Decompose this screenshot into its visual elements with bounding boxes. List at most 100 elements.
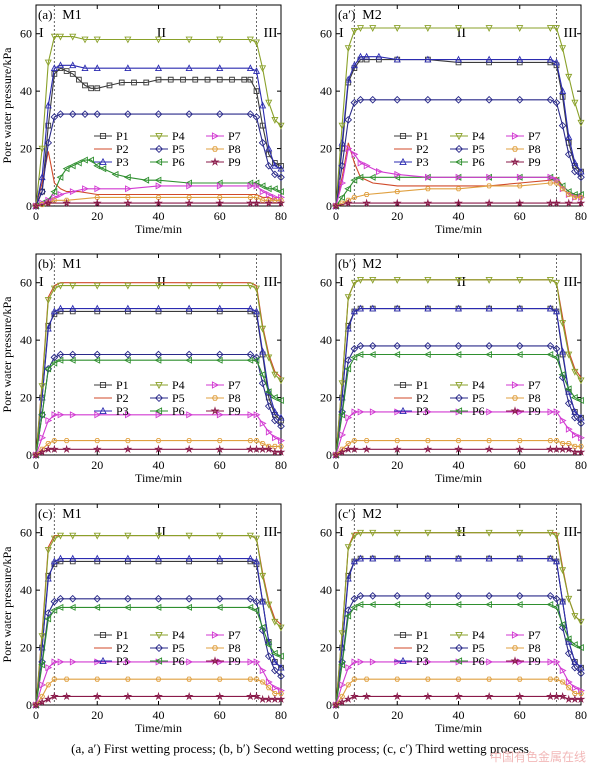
data-point: [216, 36, 224, 44]
data-point: [454, 198, 463, 207]
legend-label: P2: [416, 641, 429, 655]
legend-label: P8: [528, 391, 541, 405]
data-point: [264, 652, 273, 661]
data-point: [565, 595, 573, 603]
legend-label: P6: [172, 155, 185, 169]
legend-marker: [399, 631, 407, 639]
legend-marker: [399, 656, 407, 665]
y-tick-label: 0: [326, 199, 332, 213]
data-point: [277, 422, 285, 431]
data-point: [118, 79, 125, 86]
data-point: [56, 304, 65, 312]
series-line: [335, 695, 581, 706]
chart-panel-4: I II III(c) M10 20 40 60 800204060Time/minPore …: [0, 504, 287, 735]
data-point: [552, 691, 561, 701]
legend-marker: [155, 631, 163, 640]
data-point: [552, 58, 561, 66]
legend-marker: [511, 395, 519, 401]
data-point: [577, 396, 584, 404]
data-point: [69, 532, 77, 540]
data-point: [154, 176, 162, 184]
data-point: [154, 64, 163, 72]
data-point: [356, 95, 365, 104]
legend-label: P5: [472, 391, 485, 405]
series-line: [335, 182, 581, 207]
data-point: [215, 594, 224, 603]
data-point: [264, 161, 273, 170]
series-line: [335, 308, 582, 456]
data-point: [393, 95, 402, 104]
data-point: [215, 603, 223, 611]
data-point: [185, 64, 193, 72]
series-line: [35, 285, 282, 456]
legend-label: P8: [228, 142, 241, 156]
series-line: [35, 196, 281, 207]
legend-label: P1: [416, 628, 429, 642]
data-point: [356, 554, 365, 562]
data-point: [69, 658, 77, 666]
data-point: [577, 119, 585, 127]
stage-label-iii: III: [564, 275, 578, 290]
data-point: [246, 691, 255, 701]
data-point: [253, 411, 261, 419]
legend-marker: [454, 407, 463, 415]
data-point: [369, 529, 377, 537]
data-point: [93, 282, 101, 290]
data-point: [552, 603, 560, 611]
data-point: [546, 25, 554, 32]
model-label: M1: [62, 507, 81, 522]
x-tick-label: 40: [453, 458, 465, 472]
data-point: [57, 658, 65, 666]
data-point: [253, 194, 260, 200]
data-point: [131, 79, 137, 86]
data-point: [392, 198, 402, 207]
series-P3: [332, 52, 585, 209]
data-point: [68, 603, 76, 611]
data-point: [204, 76, 211, 83]
data-point: [577, 669, 585, 678]
data-point: [552, 557, 561, 565]
data-point: [357, 159, 365, 167]
data-point: [424, 676, 431, 682]
data-point: [186, 411, 194, 419]
stage-label-i: I: [339, 525, 344, 540]
data-point: [546, 529, 554, 537]
x-tick-label: 80: [275, 708, 287, 722]
data-point: [259, 440, 266, 447]
data-point: [253, 561, 260, 568]
data-point: [564, 694, 574, 703]
data-point: [552, 594, 561, 603]
data-point: [216, 532, 224, 540]
series-line: [35, 678, 281, 706]
data-point: [276, 198, 286, 207]
panel-label: (b): [38, 256, 53, 271]
data-point: [259, 122, 266, 129]
data-point: [424, 438, 431, 444]
data-point: [350, 691, 359, 701]
data-point: [44, 59, 52, 67]
data-point: [350, 279, 358, 287]
data-point: [252, 557, 261, 565]
data-point: [123, 691, 133, 701]
data-point: [454, 600, 462, 609]
data-point: [154, 594, 163, 603]
legend-marker: [211, 645, 219, 651]
legend-marker: [510, 406, 520, 415]
data-point: [393, 304, 401, 312]
data-point: [123, 444, 133, 453]
data-point: [246, 594, 255, 603]
data-point: [552, 98, 561, 107]
data-point: [124, 36, 132, 44]
data-point: [351, 194, 358, 200]
legend-label: P6: [472, 404, 485, 418]
data-point: [350, 557, 358, 565]
data-point: [81, 64, 89, 72]
data-point: [515, 600, 523, 609]
data-point: [337, 697, 347, 706]
data-point: [454, 25, 463, 32]
legend-label: P4: [472, 129, 485, 143]
data-point: [216, 76, 223, 83]
data-point: [185, 554, 193, 562]
stage-label-iii: III: [264, 275, 278, 290]
